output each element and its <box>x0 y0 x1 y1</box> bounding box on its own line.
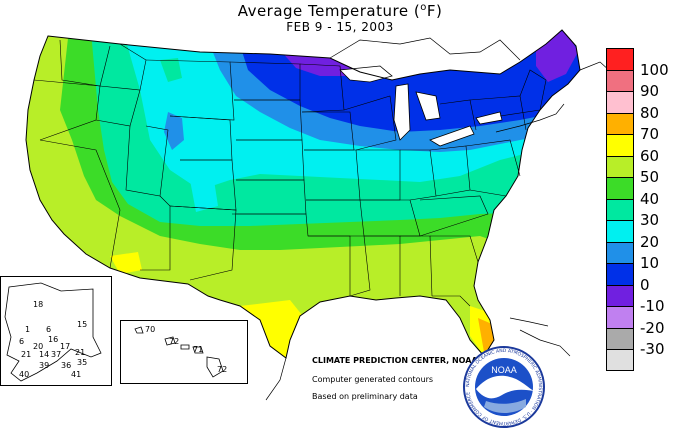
ak-value: 6 <box>46 325 52 334</box>
band-60-texas <box>240 300 306 358</box>
legend-swatch <box>606 284 634 306</box>
hi-value: 71 <box>193 345 204 354</box>
hawaii-outline <box>134 326 224 378</box>
ak-value: 37 <box>51 350 62 359</box>
legend-swatch <box>606 306 634 328</box>
ak-value: 17 <box>60 342 71 351</box>
ak-value: 20 <box>33 342 44 351</box>
legend-swatch <box>606 134 634 156</box>
ak-value: 18 <box>33 300 44 309</box>
lake-huron <box>415 91 441 121</box>
legend-label: 90 <box>640 82 660 100</box>
ak-value: 41 <box>71 370 82 379</box>
hi-value: 70 <box>145 325 156 334</box>
credit-line2: Computer generated contours <box>312 375 434 384</box>
ak-value: 40 <box>19 370 30 379</box>
legend-label: -20 <box>640 318 665 337</box>
state-borders <box>33 39 547 307</box>
legend-swatch <box>606 69 634 91</box>
legend-swatch <box>606 48 634 70</box>
legend-swatch <box>606 112 634 134</box>
legend-label: 60 <box>640 146 660 165</box>
legend-swatch <box>606 220 634 242</box>
date-range: FEB 9 - 15, 2003 <box>286 20 394 34</box>
legend-label: 70 <box>640 125 660 143</box>
lake-michigan <box>393 83 411 141</box>
credit-center: CLIMATE PREDICTION CENTER, NOAA <box>312 356 478 365</box>
ak-value: 36 <box>61 361 72 370</box>
canada-mexico-coastline <box>265 37 621 401</box>
credit-line3: Based on preliminary data <box>312 392 418 401</box>
legend-swatch <box>606 155 634 177</box>
legend-label: 40 <box>640 189 660 208</box>
ak-value: 35 <box>77 358 88 367</box>
legend-label: -30 <box>640 340 665 358</box>
band-60-az <box>110 252 142 274</box>
legend-label: 50 <box>640 168 660 186</box>
legend-label: -10 <box>640 297 665 315</box>
hi-value: 72 <box>169 337 180 346</box>
legend-label: 0 <box>640 275 650 294</box>
band-70-florida <box>478 318 494 352</box>
legend-swatch <box>606 177 634 199</box>
hi-value: 72 <box>217 365 228 374</box>
ak-value: 6 <box>19 337 25 346</box>
ak-value: 21 <box>21 350 32 359</box>
legend-label: 20 <box>640 232 660 251</box>
ak-value: 15 <box>77 320 88 329</box>
lake-erie <box>429 125 475 147</box>
legend-swatch <box>606 327 634 349</box>
lake-ontario <box>475 111 503 125</box>
legend-label: 100 <box>640 60 669 79</box>
legend-swatch <box>606 263 634 285</box>
hawaii-inset: 70 72 71 72 <box>120 320 248 384</box>
degree-symbol: o <box>420 2 427 13</box>
band-20-colorado <box>190 180 218 212</box>
legend-swatch <box>606 91 634 113</box>
map-title: Average Temperature (oF) <box>200 2 480 20</box>
noaa-logo-text: NOAA <box>491 365 517 375</box>
ak-value: 21 <box>75 348 86 357</box>
ak-value: 1 <box>25 325 31 334</box>
legend-swatch <box>606 241 634 263</box>
ak-value: 14 <box>39 350 50 359</box>
alaska-inset: 18 15 1 6 16 6 20 17 21 14 37 21 35 36 3… <box>0 276 112 386</box>
ak-value: 39 <box>39 361 50 370</box>
band-10-wyoming <box>164 112 184 150</box>
noaa-logo: NOAA NATIONAL OCEANIC AND ATMOSPHERIC AD… <box>463 346 545 428</box>
title-unit: F) <box>426 2 443 20</box>
legend-swatch <box>606 349 634 371</box>
legend-swatch <box>606 198 634 220</box>
title-text: Average Temperature ( <box>237 2 421 20</box>
ak-value: 16 <box>48 335 59 344</box>
legend-label: 10 <box>640 254 660 272</box>
legend-label: 30 <box>640 211 660 229</box>
legend-label: 80 <box>640 103 660 122</box>
alaska-outline <box>4 282 102 382</box>
band-30-montana <box>160 58 182 82</box>
